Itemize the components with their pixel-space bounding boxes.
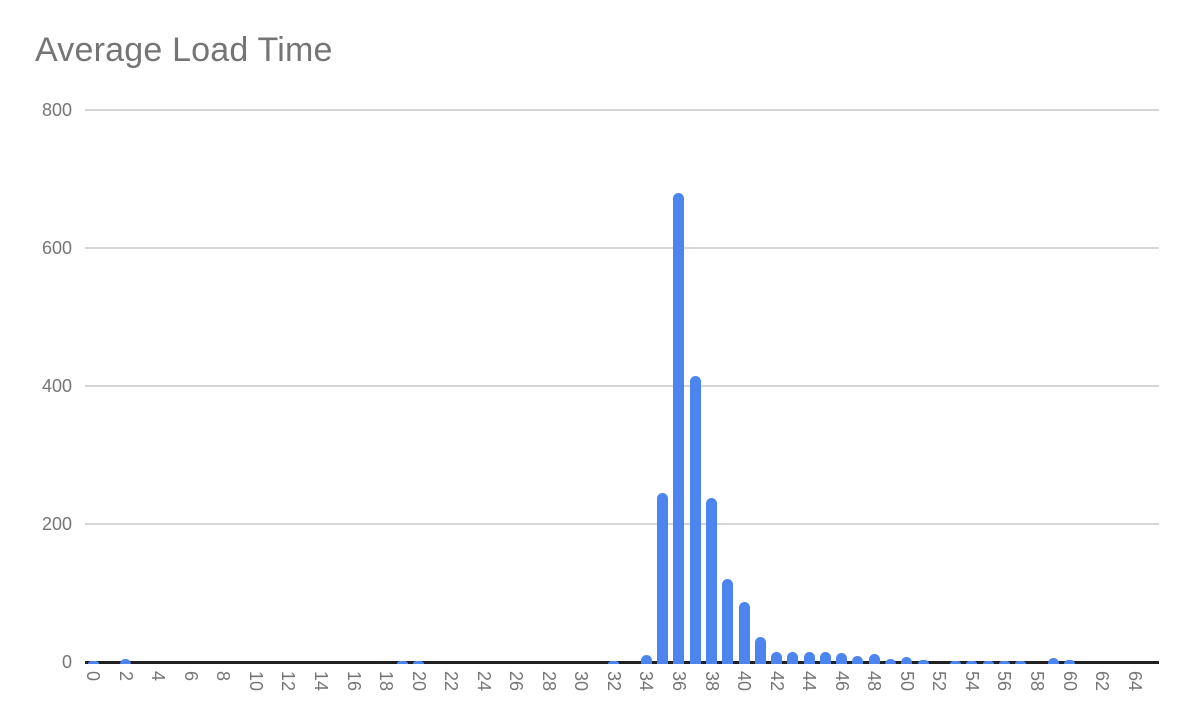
bar-x53[interactable] [950, 660, 962, 664]
chart-title: Average Load Time [35, 31, 333, 69]
x-tick-label-48: 48 [864, 671, 885, 692]
y-tick-label-0: 0 [61, 652, 72, 672]
bar-x50[interactable] [901, 657, 913, 664]
bar-x46[interactable] [836, 653, 848, 664]
bar-x60[interactable] [1064, 659, 1075, 664]
y-tick-label-600: 600 [41, 238, 72, 258]
x-tick-label-22: 22 [441, 671, 462, 692]
x-tick-label-30: 30 [571, 671, 592, 692]
gridline-200 [85, 523, 1159, 525]
bar-x57[interactable] [1015, 660, 1027, 664]
bar-x36[interactable] [673, 192, 685, 664]
x-tick-label-6: 6 [180, 671, 201, 682]
bar-x44[interactable] [803, 652, 815, 664]
gridline-600 [85, 247, 1159, 249]
bar-x56[interactable] [998, 660, 1010, 664]
x-tick-label-2: 2 [115, 671, 136, 682]
x-tick-label-58: 58 [1026, 671, 1047, 692]
bar-x37[interactable] [689, 375, 701, 664]
x-tick-label-50: 50 [896, 671, 917, 692]
bar-x39[interactable] [722, 579, 734, 664]
x-tick-label-38: 38 [701, 671, 722, 692]
bar-x45[interactable] [819, 652, 831, 664]
bar-x19[interactable] [396, 660, 408, 664]
x-tick-label-0: 0 [83, 671, 104, 682]
x-tick-label-46: 46 [831, 671, 852, 692]
bar-x38[interactable] [706, 497, 717, 664]
x-tick-label-20: 20 [408, 671, 429, 692]
bar-x54[interactable] [966, 660, 978, 664]
x-tick-label-8: 8 [213, 671, 234, 682]
bar-x2[interactable] [120, 658, 132, 664]
bar-x42[interactable] [771, 651, 783, 664]
bar-x32[interactable] [608, 660, 620, 664]
x-tick-label-4: 4 [148, 671, 169, 682]
bar-x59[interactable] [1047, 657, 1059, 664]
bar-x47[interactable] [852, 655, 864, 664]
gridline-800 [85, 109, 1159, 111]
bar-x43[interactable] [787, 652, 799, 664]
x-tick-label-60: 60 [1059, 671, 1080, 692]
x-tick-label-14: 14 [310, 671, 331, 692]
x-tick-label-26: 26 [506, 671, 527, 692]
x-tick-label-62: 62 [1092, 671, 1113, 692]
x-tick-label-52: 52 [929, 671, 950, 692]
x-tick-label-44: 44 [799, 671, 820, 692]
bar-x41[interactable] [754, 637, 766, 664]
bar-x34[interactable] [640, 655, 652, 664]
bar-x35[interactable] [657, 492, 669, 664]
bar-x0[interactable] [87, 660, 99, 664]
x-tick-label-42: 42 [766, 671, 787, 692]
x-tick-label-16: 16 [343, 671, 364, 692]
x-tick-label-40: 40 [734, 671, 755, 692]
bar-x20[interactable] [413, 660, 425, 664]
x-tick-label-36: 36 [668, 671, 689, 692]
y-tick-label-400: 400 [41, 376, 72, 396]
bar-x51[interactable] [917, 659, 929, 664]
x-tick-label-54: 54 [961, 671, 982, 692]
x-axis-line [85, 660, 1159, 664]
x-tick-label-24: 24 [473, 671, 494, 692]
x-tick-label-56: 56 [994, 671, 1015, 692]
x-tick-label-18: 18 [376, 671, 397, 692]
bar-x40[interactable] [738, 601, 750, 664]
x-tick-label-28: 28 [538, 671, 559, 692]
y-tick-label-200: 200 [41, 514, 72, 534]
gridline-400 [85, 385, 1159, 387]
plot-area[interactable] [85, 109, 1159, 664]
x-tick-label-12: 12 [278, 671, 299, 692]
y-tick-label-800: 800 [41, 100, 72, 120]
x-tick-label-10: 10 [245, 671, 266, 692]
x-tick-label-32: 32 [603, 671, 624, 692]
bar-x48[interactable] [868, 654, 880, 664]
x-tick-label-64: 64 [1124, 671, 1145, 692]
bar-x49[interactable] [885, 659, 896, 664]
bar-x55[interactable] [982, 660, 994, 664]
x-tick-label-34: 34 [636, 671, 657, 692]
